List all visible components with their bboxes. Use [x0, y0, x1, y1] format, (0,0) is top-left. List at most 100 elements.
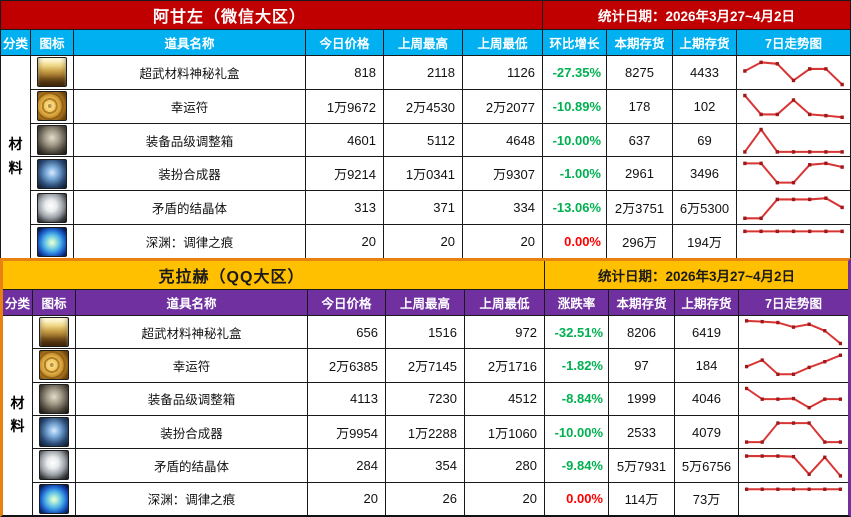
item-name: 超武材料神秘礼盒 — [76, 316, 307, 349]
gold-scroll-icon — [37, 91, 67, 122]
section-title: 阿甘左（微信大区） — [1, 1, 542, 29]
column-header: 7日走势图 — [739, 290, 848, 315]
week-low: 20 — [463, 225, 542, 258]
item-name: 装扮合成器 — [74, 157, 305, 191]
stock-current: 178 — [607, 89, 672, 123]
item-name: 深渊：调律之痕 — [76, 482, 307, 515]
trend-sparkline — [737, 191, 850, 225]
stock-previous: 184 — [675, 349, 738, 382]
stock-previous: 4433 — [673, 56, 736, 89]
change-rate: -9.84% — [545, 449, 608, 482]
trend-chart-svg — [743, 162, 844, 185]
stock-current: 637 — [607, 123, 672, 157]
week-high: 20 — [384, 225, 462, 258]
column-header: 7日走势图 — [737, 30, 850, 55]
stock-previous: 102 — [673, 89, 736, 123]
week-high: 2118 — [384, 56, 462, 89]
item-icon-cell — [33, 349, 75, 382]
item-name: 装扮合成器 — [76, 415, 307, 449]
change-rate: -10.00% — [545, 415, 608, 449]
week-high: 5112 — [384, 123, 462, 157]
trend-chart-svg — [743, 196, 844, 221]
stock-current: 8275 — [607, 56, 672, 89]
trend-sparkline — [739, 349, 848, 382]
stock-previous: 3496 — [673, 157, 736, 191]
week-low: 万9307 — [463, 157, 542, 191]
trend-sparkline — [737, 89, 850, 123]
column-header: 涨跌率 — [545, 290, 608, 315]
stock-previous: 194万 — [673, 225, 736, 258]
stat-date-label: 统计日期：2026年3月27~4月2日 — [543, 1, 850, 29]
item-icon-cell — [31, 225, 73, 258]
trend-chart-svg — [743, 229, 844, 234]
week-high: 371 — [384, 191, 462, 225]
week-low: 4512 — [465, 382, 544, 415]
item-icon-cell — [33, 382, 75, 415]
change-rate: -1.82% — [545, 349, 608, 382]
stock-current: 97 — [609, 349, 674, 382]
trend-sparkline — [739, 382, 848, 415]
column-header: 本期存货 — [607, 30, 672, 55]
change-rate: -10.89% — [543, 89, 606, 123]
trend-sparkline — [739, 449, 848, 482]
column-header: 图标 — [31, 30, 73, 55]
item-name: 装备品级调整箱 — [74, 123, 305, 157]
week-high: 1万2288 — [386, 415, 464, 449]
column-header: 本期存货 — [609, 290, 674, 315]
trend-chart-svg — [744, 386, 843, 410]
change-rate: 0.00% — [545, 482, 608, 515]
item-name: 深渊：调律之痕 — [74, 225, 305, 258]
column-header: 今日价格 — [306, 30, 383, 55]
column-header: 分类 — [3, 290, 32, 315]
stock-current: 5万7931 — [609, 449, 674, 482]
trend-chart-svg — [744, 319, 843, 346]
golden-chest-icon — [39, 317, 69, 348]
week-high: 26 — [386, 482, 464, 515]
item-name: 超武材料神秘礼盒 — [74, 56, 305, 89]
week-low: 20 — [465, 482, 544, 515]
column-header: 上期存货 — [673, 30, 736, 55]
today-price: 万9954 — [308, 415, 385, 449]
week-low: 972 — [465, 316, 544, 349]
trend-chart-svg — [744, 353, 843, 377]
category-cell: 材 料 — [3, 316, 32, 515]
item-icon-cell — [33, 415, 75, 449]
blue-orb-icon — [37, 226, 67, 257]
stock-previous: 69 — [673, 123, 736, 157]
stock-current: 8206 — [609, 316, 674, 349]
stock-previous: 5万6756 — [675, 449, 738, 482]
week-high: 354 — [386, 449, 464, 482]
change-rate: -27.35% — [543, 56, 606, 89]
column-header: 上期存货 — [675, 290, 738, 315]
trend-chart-svg — [744, 487, 843, 491]
column-header: 道具名称 — [74, 30, 305, 55]
today-price: 万9214 — [306, 157, 383, 191]
region-section: 阿甘左（微信大区） 统计日期：2026年3月27~4月2日分类 图标 道具名称 今日价格… — [0, 0, 851, 258]
steel-cube-icon — [39, 383, 69, 414]
week-low: 280 — [465, 449, 544, 482]
blue-cube-icon — [39, 417, 69, 448]
today-price: 4113 — [308, 382, 385, 415]
gold-scroll-icon — [39, 350, 69, 381]
today-price: 313 — [306, 191, 383, 225]
item-icon-cell — [33, 482, 75, 515]
week-high: 1516 — [386, 316, 464, 349]
golden-chest-icon — [37, 57, 67, 88]
trend-sparkline — [739, 415, 848, 449]
item-icon-cell — [33, 449, 75, 482]
week-high: 2万4530 — [384, 89, 462, 123]
item-icon-cell — [31, 157, 73, 191]
week-high: 1万0341 — [384, 157, 462, 191]
week-high: 2万7145 — [386, 349, 464, 382]
today-price: 2万6385 — [308, 349, 385, 382]
column-header: 分类 — [1, 30, 30, 55]
change-rate: -1.00% — [543, 157, 606, 191]
item-name: 矛盾的结晶体 — [74, 191, 305, 225]
trend-sparkline — [739, 482, 848, 515]
column-header: 图标 — [33, 290, 75, 315]
item-name: 装备品级调整箱 — [76, 382, 307, 415]
stock-previous: 4046 — [675, 382, 738, 415]
trend-chart-svg — [743, 60, 844, 87]
week-low: 2万1716 — [465, 349, 544, 382]
